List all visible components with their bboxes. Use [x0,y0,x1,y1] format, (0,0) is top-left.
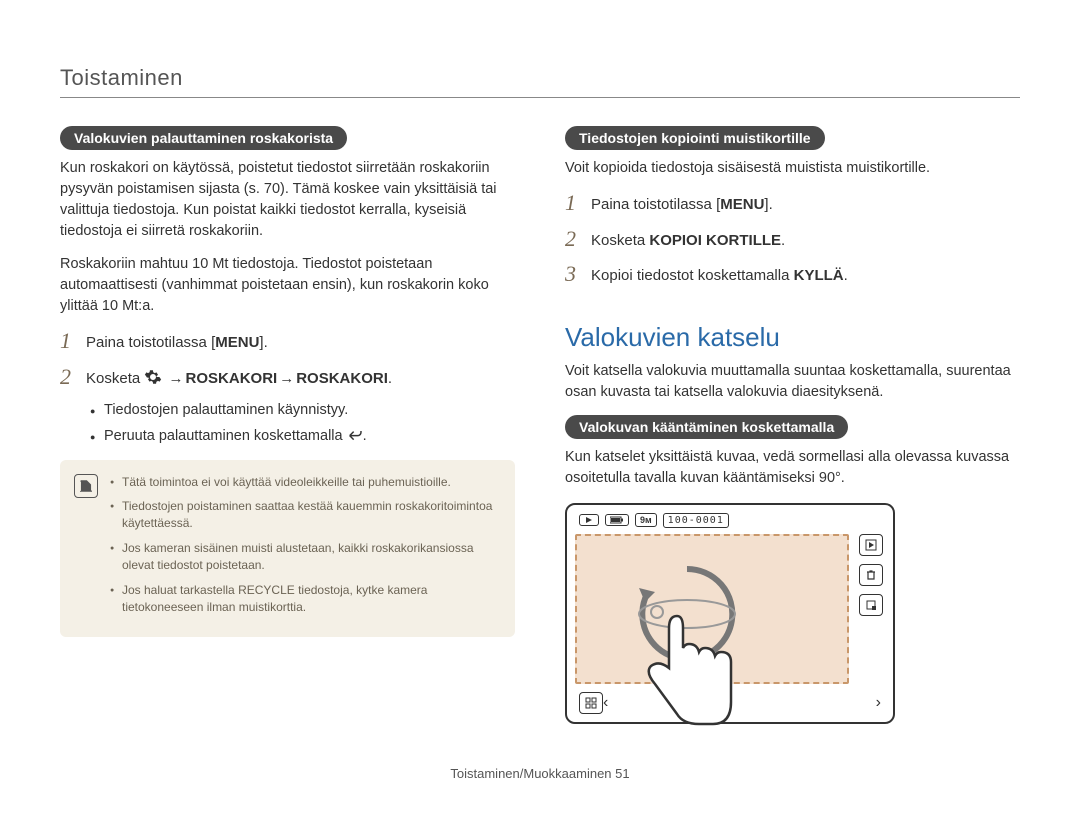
roskakori-1: ROSKAKORI [186,370,278,387]
t: ]. [259,334,267,351]
restore-substeps: Tiedostojen palauttaminen käynnistyy. Pe… [90,400,515,448]
next-icon: › [876,694,881,712]
back-icon [347,428,363,442]
kopioi-label: KOPIOI KORTILLE [649,232,781,249]
photo-area [575,534,849,684]
note-item: Jos kameran sisäinen muisti alustetaan, … [110,540,501,575]
edit-sidebar-icon [859,594,883,616]
restore-steps: 1 Paina toistotilassa [MENU]. 2 Kosketa … [60,329,515,390]
arrow-icon: → [279,368,294,391]
two-column-layout: Valokuvien palauttaminen roskakorista Ku… [60,126,1020,724]
t: Kosketa [86,370,144,387]
t: Kosketa [591,232,649,249]
right-column: Tiedostojen kopiointi muistikortille Voi… [565,126,1020,724]
gear-icon [144,368,162,386]
t: Peruuta palauttaminen koskettamalla [104,428,347,444]
t: . [388,370,392,387]
step-text: Kosketa → ROSKAKORI → ROSKAKORI. [86,365,392,391]
restore-step-2: 2 Kosketa → ROSKAKORI → ROSKAKORI. [60,365,515,391]
copy-step-3: 3 Kopioi tiedostot koskettamalla KYLLÄ. [565,262,1020,288]
trash-sidebar-icon [859,564,883,586]
play-sidebar-icon [859,534,883,556]
grid-icon [579,692,603,714]
substep-1: Tiedostojen palauttaminen käynnistyy. [90,400,515,422]
restore-description-2: Roskakoriin mahtuu 10 Mt tiedostoja. Tie… [60,254,515,317]
screen-main [575,534,885,684]
pill-rotate-photo: Valokuvan kääntäminen koskettamalla [565,415,848,439]
copy-step-1: 1 Paina toistotilassa [MENU]. [565,191,1020,217]
copy-step-2: 2 Kosketa KOPIOI KORTILLE. [565,227,1020,253]
left-column: Valokuvien palauttaminen roskakorista Ku… [60,126,515,724]
note-list: Tätä toimintoa ei voi käyttää videoleikk… [110,474,501,624]
step-text: Kopioi tiedostot koskettamalla KYLLÄ. [591,262,848,288]
t: Paina toistotilassa [ [591,196,720,213]
finger-gesture-icon [637,606,747,736]
copy-description: Voit kopioida tiedostoja sisäisestä muis… [565,158,1020,179]
t: . [363,428,367,444]
step-number: 3 [565,262,581,286]
restore-description-1: Kun roskakori on käytössä, poistetut tie… [60,158,515,242]
restore-step-1: 1 Paina toistotilassa [MENU]. [60,329,515,355]
menu-label: MENU [720,196,764,213]
step-text: Paina toistotilassa [MENU]. [86,329,268,355]
file-number-label: 100-0001 [663,513,729,528]
step-text: Paina toistotilassa [MENU]. [591,191,773,217]
arrow-icon: → [169,368,184,391]
step-number: 2 [565,227,581,251]
screen-side-icons [857,534,885,684]
t: ]. [764,196,772,213]
note-box: Tätä toimintoa ei voi käyttää videoleikk… [60,460,515,638]
prev-icon: ‹ [603,694,608,712]
screen-statusbar: 9м 100-0001 [575,513,885,528]
copy-steps: 1 Paina toistotilassa [MENU]. 2 Kosketa … [565,191,1020,288]
battery-icon [605,514,629,526]
t: . [781,232,785,249]
t: . [844,267,848,284]
section-heading-view-photos: Valokuvien katselu [565,322,1020,353]
view-photos-description: Voit katsella valokuvia muuttamalla suun… [565,361,1020,403]
note-item: Jos haluat tarkastella RECYCLE tiedostoj… [110,582,501,617]
pill-copy-to-card: Tiedostojen kopiointi muistikortille [565,126,825,150]
note-item: Tiedostojen poistaminen saattaa kestää k… [110,498,501,533]
note-item: Tätä toimintoa ei voi käyttää videoleikk… [110,474,501,491]
menu-label: MENU [215,334,259,351]
substep-2: Peruuta palauttaminen koskettamalla . [90,426,515,448]
t: Kopioi tiedostot koskettamalla [591,267,794,284]
step-text: Kosketa KOPIOI KORTILLE. [591,227,785,253]
play-indicator-icon [579,514,599,526]
roskakori-2: ROSKAKORI [296,370,388,387]
note-icon [74,474,98,498]
page-footer: Toistaminen/Muokkaaminen 51 [0,766,1080,781]
rotate-description: Kun katselet yksittäistä kuvaa, vedä sor… [565,447,1020,489]
pill-restore-from-trash: Valokuvien palauttaminen roskakorista [60,126,347,150]
resolution-icon: 9м [635,513,657,527]
step-number: 2 [60,365,76,389]
t: Paina toistotilassa [ [86,334,215,351]
step-number: 1 [565,191,581,215]
page-header: Toistaminen [60,65,1020,98]
camera-screen-illustration: 9м 100-0001 [565,503,895,724]
kylla-label: KYLLÄ [794,267,844,284]
step-number: 1 [60,329,76,353]
